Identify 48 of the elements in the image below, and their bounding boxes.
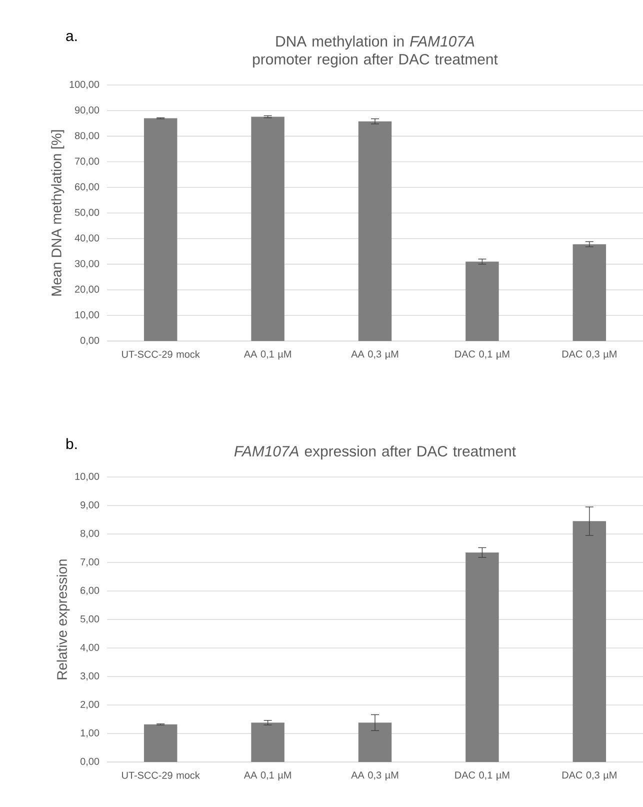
bar	[251, 722, 284, 762]
bar	[144, 724, 178, 762]
x-tick-label: UT-SCC-29 mock	[122, 350, 200, 358]
bar	[144, 118, 178, 341]
text: a.	[66, 32, 77, 42]
y-tick-label: 60,00	[75, 183, 100, 192]
x-tick-label: DAC 0,3 µM	[562, 350, 616, 360]
x-tick-label: DAC 0,1 µM	[455, 772, 510, 781]
y-tick-label: 10,00	[75, 311, 100, 320]
x-tick-label: AA 0,1 µM	[244, 772, 291, 781]
text: b.	[66, 438, 77, 450]
y-tick-label: 4,00	[80, 644, 100, 652]
y-tick-label: 10,00	[75, 472, 100, 482]
x-tick-label: AA 0,1 µM	[244, 350, 291, 360]
y-axis-title: Mean DNA methylation [%]	[51, 130, 64, 296]
y-tick-label: 50,00	[74, 208, 100, 218]
y-tick-label: 9,00	[80, 501, 100, 510]
y-tick-label: 90,00	[75, 106, 100, 115]
y-tick-label: 100,00	[70, 80, 100, 90]
y-tick-label: 5,00	[80, 615, 100, 624]
x-tick-label: AA 0,3 µM	[351, 772, 398, 781]
bar	[466, 552, 499, 762]
y-tick-label: 7,00	[80, 558, 100, 567]
chart-title: FAM107A expression after DAC treatment	[234, 446, 516, 460]
bar	[572, 244, 606, 341]
bar	[572, 521, 606, 762]
y-tick-label: 1,00	[80, 729, 100, 738]
y-axis-title: Relative expression	[56, 560, 70, 680]
y-tick-label: 6,00	[80, 586, 100, 596]
y-tick-label: 80,00	[74, 132, 100, 140]
y-tick-label: 0,00	[80, 758, 100, 766]
y-tick-label: 0,00	[80, 336, 100, 346]
x-tick-label: UT-SCC-29 mock	[122, 772, 200, 779]
bar	[251, 116, 284, 341]
x-tick-label: AA 0,3 µM	[351, 350, 398, 360]
y-tick-label: 3,00	[80, 672, 100, 681]
bar	[466, 262, 499, 341]
bar	[358, 722, 392, 762]
bar	[358, 121, 392, 341]
y-tick-label: 20,00	[75, 286, 100, 294]
chart-title: DNA methylation in FAM107A promoter region after DAC treatment	[253, 36, 498, 68]
y-tick-label: 2,00	[80, 700, 100, 710]
y-tick-label: 8,00	[80, 530, 100, 538]
y-tick-label: 30,00	[74, 260, 100, 268]
x-tick-label: DAC 0,1 µM	[455, 350, 510, 360]
y-tick-label: 70,00	[75, 158, 100, 166]
x-tick-label: DAC 0,3 µM	[562, 772, 616, 781]
y-tick-label: 40,00	[74, 234, 100, 243]
